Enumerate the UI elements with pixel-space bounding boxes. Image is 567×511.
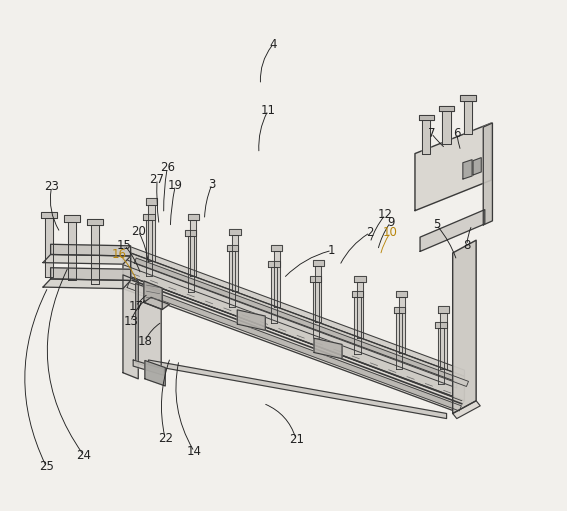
Polygon shape	[396, 313, 403, 369]
Text: 21: 21	[289, 433, 304, 447]
Text: 3: 3	[209, 178, 216, 191]
Text: 12: 12	[378, 208, 393, 221]
Polygon shape	[420, 210, 485, 251]
Text: 26: 26	[160, 161, 175, 174]
Text: 25: 25	[39, 460, 54, 474]
Text: 9: 9	[387, 216, 394, 229]
Polygon shape	[269, 261, 280, 267]
Polygon shape	[185, 230, 196, 236]
Polygon shape	[123, 277, 464, 412]
Polygon shape	[149, 204, 155, 261]
Polygon shape	[229, 229, 240, 236]
Text: 6: 6	[453, 127, 460, 140]
Polygon shape	[136, 284, 161, 371]
Polygon shape	[438, 307, 449, 313]
Polygon shape	[313, 282, 319, 338]
Polygon shape	[393, 307, 405, 313]
Polygon shape	[354, 275, 366, 282]
Polygon shape	[442, 111, 451, 145]
Polygon shape	[310, 276, 321, 282]
Polygon shape	[452, 401, 480, 419]
Polygon shape	[190, 220, 196, 276]
Polygon shape	[315, 266, 321, 322]
Polygon shape	[87, 219, 103, 225]
Text: 1: 1	[328, 244, 336, 257]
Polygon shape	[143, 214, 155, 220]
Polygon shape	[43, 254, 130, 264]
Text: 22: 22	[158, 432, 173, 446]
Polygon shape	[352, 291, 363, 297]
Polygon shape	[354, 297, 361, 354]
Text: 7: 7	[428, 127, 435, 140]
Text: 4: 4	[269, 37, 277, 51]
Text: 27: 27	[150, 173, 164, 185]
Polygon shape	[473, 158, 481, 175]
Polygon shape	[439, 106, 454, 111]
Polygon shape	[144, 281, 162, 310]
Polygon shape	[271, 245, 282, 251]
Polygon shape	[399, 297, 405, 353]
Polygon shape	[130, 247, 464, 376]
Polygon shape	[145, 360, 165, 386]
Polygon shape	[435, 322, 447, 328]
Polygon shape	[123, 253, 130, 289]
Text: 20: 20	[131, 224, 146, 238]
Polygon shape	[415, 123, 492, 211]
Polygon shape	[463, 160, 472, 179]
Polygon shape	[314, 338, 342, 359]
Polygon shape	[357, 282, 363, 338]
Polygon shape	[464, 101, 472, 134]
Text: 24: 24	[76, 449, 91, 462]
Polygon shape	[144, 297, 170, 310]
Polygon shape	[313, 260, 324, 266]
Polygon shape	[441, 313, 447, 368]
Polygon shape	[130, 253, 464, 401]
Polygon shape	[483, 123, 493, 225]
Text: 11: 11	[261, 104, 276, 117]
Polygon shape	[188, 214, 199, 220]
Text: 14: 14	[187, 445, 202, 458]
Text: 8: 8	[463, 239, 471, 252]
Polygon shape	[237, 310, 265, 330]
Polygon shape	[438, 328, 444, 384]
Polygon shape	[146, 198, 157, 204]
Polygon shape	[274, 251, 280, 307]
Polygon shape	[91, 225, 99, 284]
Text: 23: 23	[44, 180, 59, 193]
Polygon shape	[50, 268, 130, 281]
Polygon shape	[133, 360, 164, 375]
Text: 13: 13	[123, 315, 138, 328]
Text: 2: 2	[366, 226, 374, 239]
Polygon shape	[50, 244, 130, 256]
Polygon shape	[188, 236, 194, 292]
Polygon shape	[271, 267, 277, 323]
Polygon shape	[149, 360, 447, 419]
Text: 18: 18	[137, 335, 153, 347]
Polygon shape	[134, 258, 468, 386]
Polygon shape	[232, 236, 238, 291]
Polygon shape	[123, 259, 457, 388]
Polygon shape	[418, 115, 434, 121]
Text: 16: 16	[112, 248, 127, 261]
Polygon shape	[146, 220, 152, 276]
Polygon shape	[229, 251, 235, 307]
Polygon shape	[68, 222, 76, 281]
Text: 15: 15	[117, 239, 132, 252]
Text: 5: 5	[433, 218, 440, 231]
Text: 19: 19	[168, 179, 183, 192]
Polygon shape	[41, 212, 57, 218]
Polygon shape	[64, 215, 80, 222]
Polygon shape	[460, 96, 476, 101]
Polygon shape	[43, 279, 130, 289]
Polygon shape	[123, 275, 138, 379]
Polygon shape	[422, 121, 430, 154]
Polygon shape	[227, 245, 238, 251]
Text: 10: 10	[383, 226, 398, 239]
Polygon shape	[127, 283, 462, 411]
Polygon shape	[45, 218, 53, 277]
Text: 17: 17	[128, 300, 143, 313]
Polygon shape	[452, 240, 476, 413]
Polygon shape	[396, 291, 408, 297]
